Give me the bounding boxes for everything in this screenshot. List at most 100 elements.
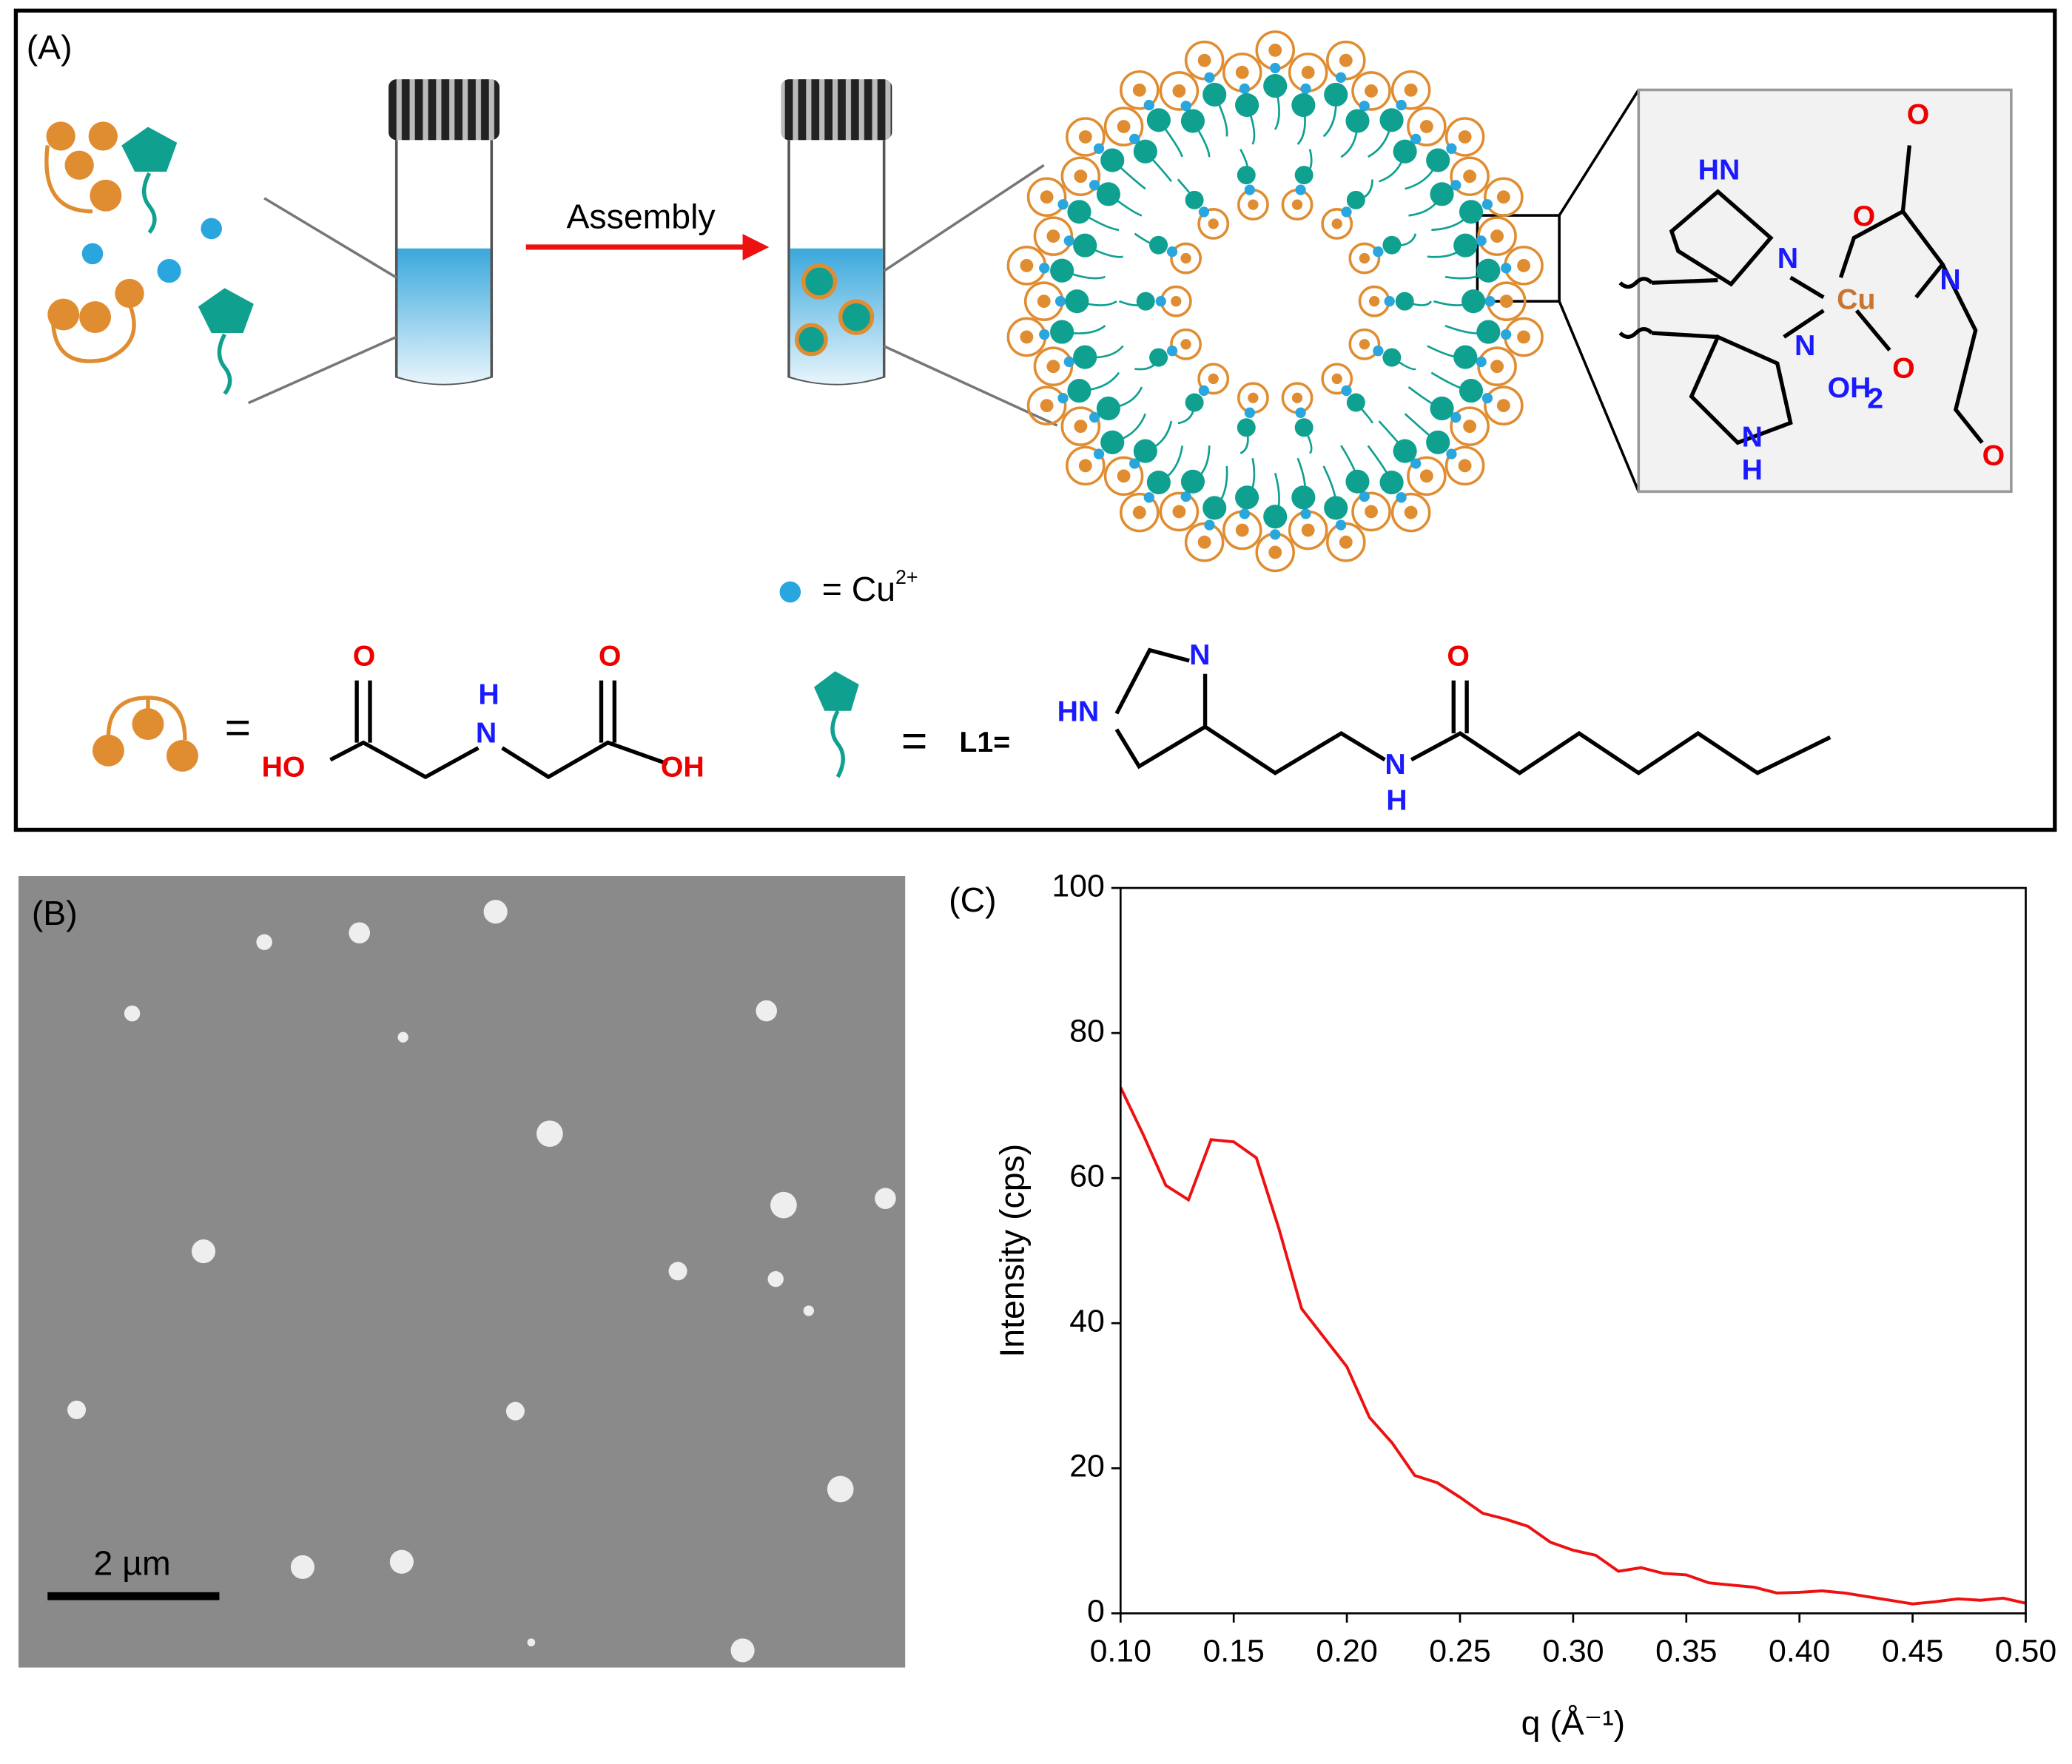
pentagon <box>1067 200 1092 224</box>
head <box>1477 346 1517 387</box>
cu-legend-text: = Cu <box>822 570 895 608</box>
head-dot <box>1078 459 1092 473</box>
head-dot <box>1248 392 1259 403</box>
cu <box>1341 385 1352 397</box>
head-dot <box>1046 229 1060 243</box>
pentagon <box>1345 469 1370 494</box>
cu <box>1450 411 1462 423</box>
pentagon <box>1382 235 1402 255</box>
pentagon <box>1180 469 1205 494</box>
cu <box>1481 199 1493 210</box>
head <box>1103 456 1144 496</box>
head-dot <box>1463 169 1477 184</box>
head <box>1026 386 1067 425</box>
pentagon <box>1324 82 1348 107</box>
head-dot <box>1208 373 1219 385</box>
head-dot <box>1339 53 1353 67</box>
pentagon <box>1073 345 1097 369</box>
pentagon <box>1149 235 1168 255</box>
pentagon <box>1133 139 1157 164</box>
panel-label: (C) <box>949 881 996 919</box>
head-dot <box>1248 199 1259 210</box>
x-axis-label: q (Å⁻¹) <box>1521 1703 1626 1742</box>
head <box>1033 346 1074 387</box>
cu <box>1335 519 1347 531</box>
atom: HN <box>1057 696 1100 728</box>
cu <box>1484 296 1496 307</box>
cu <box>1089 411 1100 423</box>
head-dot <box>1419 469 1433 483</box>
pentagon <box>1430 182 1454 206</box>
x-tick-label: 0.40 <box>1769 1633 1830 1669</box>
head-dot <box>1496 190 1510 204</box>
pentagon <box>1459 379 1484 403</box>
pentagon <box>1263 74 1288 98</box>
cu-legend-sup: 2+ <box>895 566 918 588</box>
head-dot <box>1463 420 1477 434</box>
l1-label: L1= <box>959 726 1010 758</box>
cu <box>1476 356 1487 368</box>
head-dot <box>1291 392 1303 403</box>
y-tick-label: 20 <box>1069 1449 1105 1484</box>
cu <box>1239 83 1251 95</box>
cu <box>1396 492 1407 503</box>
cu <box>1244 184 1255 195</box>
atom: O <box>1982 439 2005 471</box>
panel-a-illustration <box>44 30 2013 780</box>
atom: N <box>1189 639 1210 671</box>
pentagon <box>1294 166 1314 185</box>
head-dot <box>1132 505 1146 519</box>
head-dot <box>1132 83 1146 97</box>
atom: OH <box>1828 371 1871 404</box>
cu <box>1057 392 1069 404</box>
pentagon <box>1237 166 1256 185</box>
head <box>1159 71 1200 111</box>
head <box>1407 107 1447 147</box>
head <box>1484 386 1524 425</box>
head <box>1390 70 1431 110</box>
head <box>1321 208 1353 240</box>
pentagon <box>1149 348 1168 367</box>
atom: O <box>1907 98 1930 131</box>
head-dot <box>1172 505 1186 519</box>
atom: H <box>1742 454 1763 486</box>
head-dot <box>1331 218 1342 229</box>
cu <box>1410 133 1422 145</box>
cu <box>1180 101 1191 112</box>
head-dot <box>1301 65 1315 79</box>
pentagon <box>1462 289 1486 314</box>
pentagon <box>1430 396 1454 421</box>
cu <box>1198 385 1210 397</box>
cu <box>1295 407 1306 418</box>
head-dot <box>1517 330 1530 344</box>
head <box>1066 445 1106 486</box>
equals: = <box>901 715 927 765</box>
cu <box>1204 72 1215 83</box>
head-dot <box>1172 84 1186 98</box>
head <box>1348 328 1381 360</box>
pentagon <box>1185 190 1204 209</box>
atom: HO <box>262 751 306 784</box>
head <box>1170 328 1202 360</box>
head-dot <box>1078 130 1092 144</box>
head <box>1026 177 1067 218</box>
cu <box>1300 508 1311 519</box>
atom: N <box>1940 263 1960 296</box>
pentagon <box>1100 148 1125 172</box>
data-line <box>1119 1086 2026 1606</box>
head-dot <box>1235 523 1249 537</box>
atom: N <box>1385 748 1405 781</box>
head-dot <box>1369 296 1380 307</box>
pentagon <box>1393 139 1417 164</box>
pentagon <box>1453 345 1478 369</box>
pentagon <box>1146 470 1171 495</box>
cu <box>1244 407 1255 418</box>
cu <box>1143 99 1154 111</box>
cu <box>1481 392 1493 404</box>
cu <box>1270 529 1281 540</box>
head-dot <box>1197 535 1211 549</box>
atom: H <box>478 678 499 710</box>
pentagon <box>1263 505 1288 529</box>
pentagon <box>1067 379 1092 403</box>
pentagon <box>1324 496 1348 520</box>
